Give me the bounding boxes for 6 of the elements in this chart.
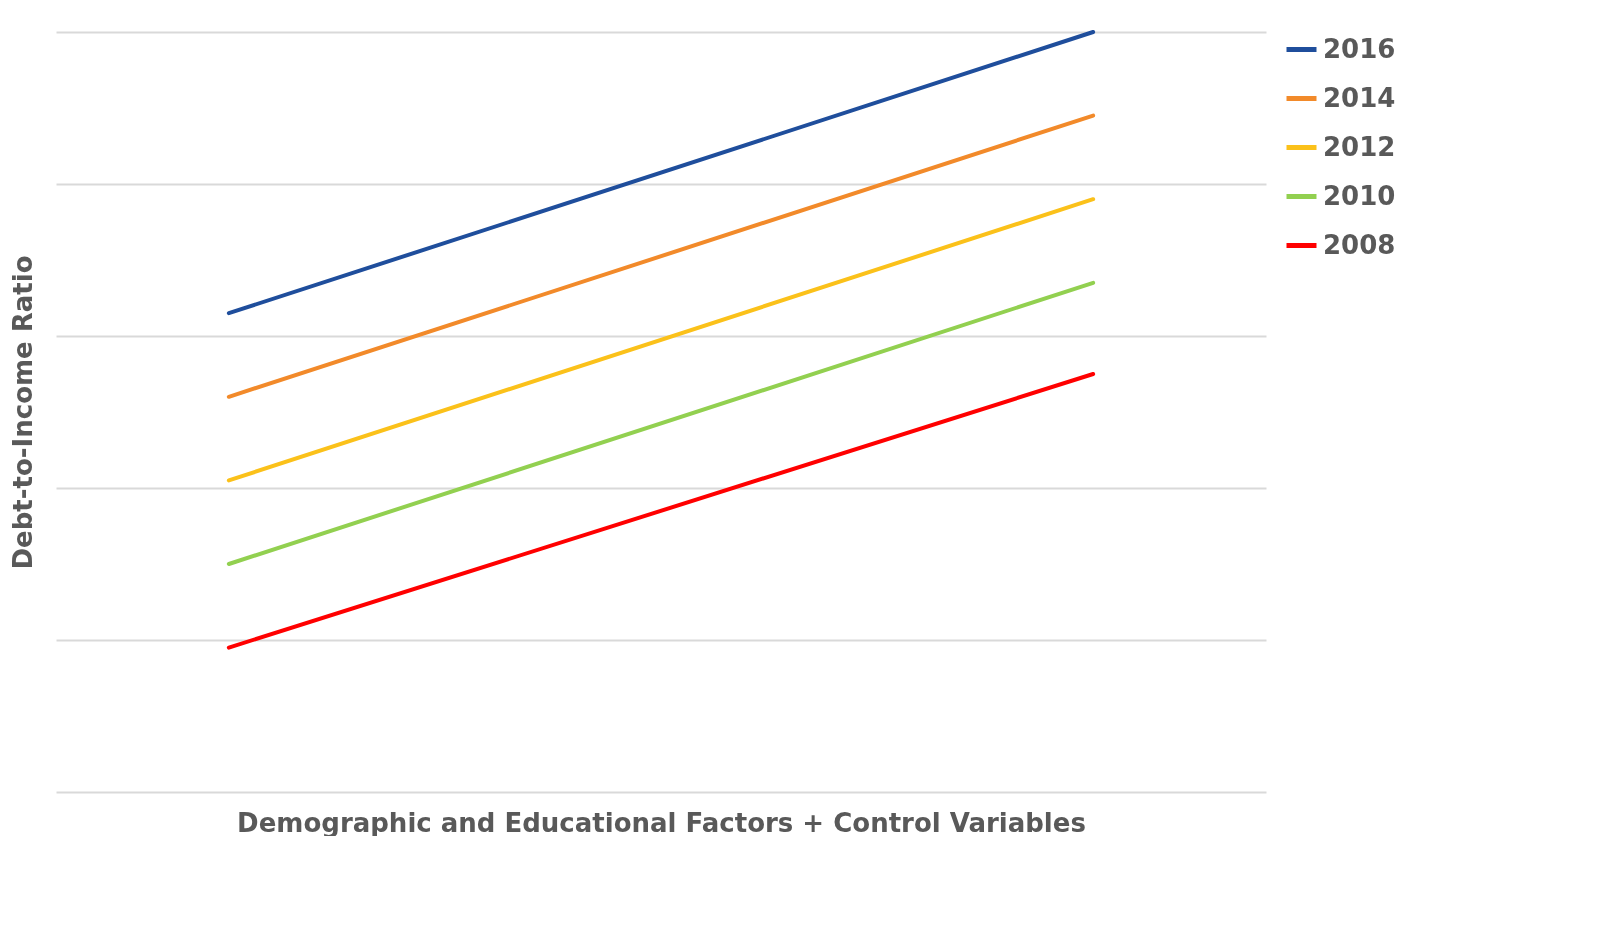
legend-label: 2012 [1323, 131, 1396, 162]
legend-label: 2014 [1323, 82, 1396, 113]
legend-label: 2016 [1323, 33, 1396, 64]
legend-label: 2010 [1323, 180, 1396, 211]
legend-label: 2008 [1323, 229, 1396, 260]
y-axis-title: Debt-to-Income Ratio [7, 255, 38, 570]
